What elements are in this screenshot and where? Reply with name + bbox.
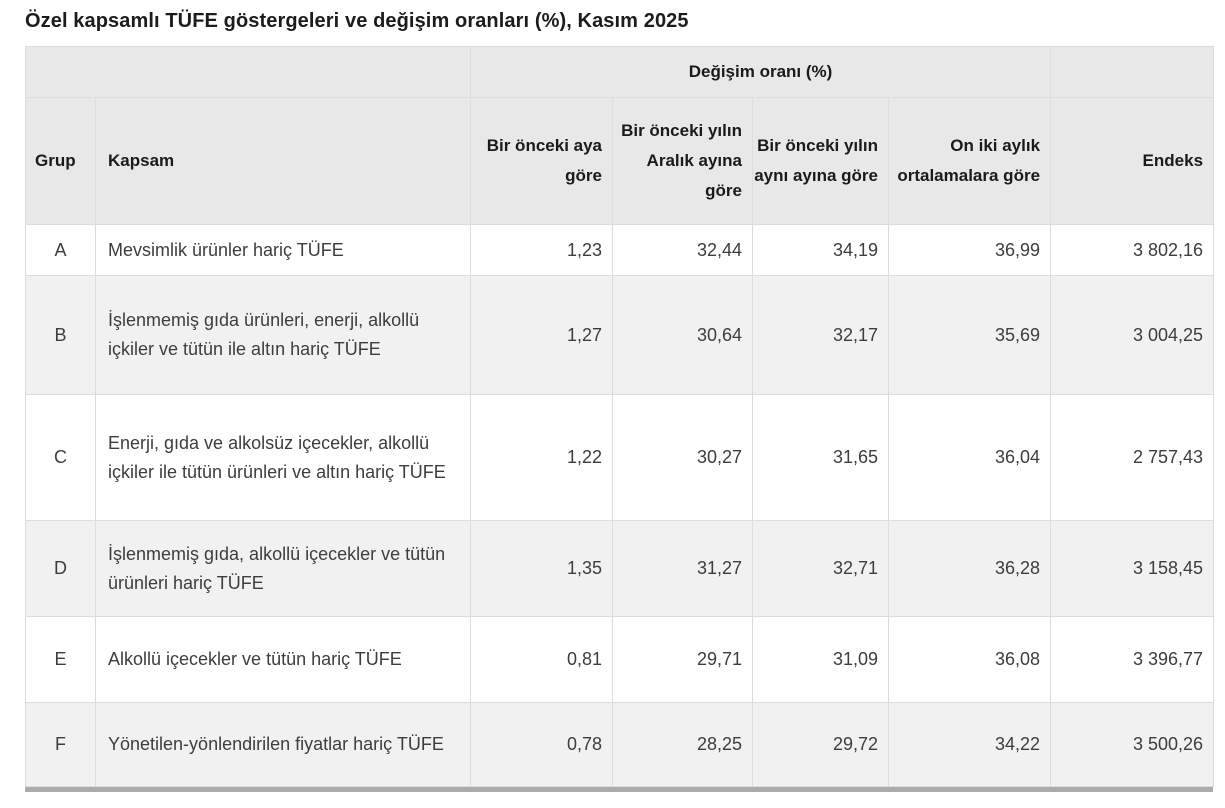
monthly-cell: 0,81 (470, 616, 613, 703)
twelve-month-avg-cell: 34,22 (887, 702, 1052, 787)
monthly-cell: 1,35 (470, 520, 613, 617)
cutoff-next-row-strip (25, 787, 1213, 792)
endeks-cell: 3 500,26 (1050, 702, 1215, 787)
page-title: Özel kapsamlı TÜFE göstergeleri ve değiş… (25, 10, 689, 32)
since-december-cell: 29,71 (612, 616, 753, 703)
empty-header-cell-left (25, 46, 471, 98)
table-row-e: E Alkollü içecekler ve tütün hariç TÜFE … (25, 616, 1215, 703)
year-over-year-cell: 31,65 (752, 394, 889, 521)
table-row-c: C Enerji, gıda ve alkolsüz içecekler, al… (25, 394, 1215, 521)
kapsam-cell: Enerji, gıda ve alkolsüz içecekler, alko… (95, 394, 471, 521)
empty-header-cell-right (1050, 46, 1215, 98)
col-header-since-december: Bir önceki yılın Aralık ayına göre (612, 97, 753, 225)
twelve-month-avg-cell: 36,28 (887, 520, 1052, 617)
endeks-cell: 3 396,77 (1050, 616, 1215, 703)
twelve-month-avg-cell: 35,69 (887, 275, 1052, 395)
column-header-row: Grup Kapsam Bir önceki aya göre Bir önce… (25, 97, 1215, 225)
change-rate-group-header: Değişim oranı (%) (469, 46, 1052, 98)
col-header-endeks: Endeks (1050, 97, 1215, 225)
table-row-f: F Yönetilen-yönlendirilen fiyatlar hariç… (25, 702, 1215, 787)
table-row-b: B İşlenmemiş gıda ürünleri, enerji, alko… (25, 275, 1215, 395)
col-header-kapsam: Kapsam (95, 97, 471, 225)
twelve-month-avg-cell: 36,04 (887, 394, 1052, 521)
grup-cell: D (25, 520, 96, 617)
year-over-year-cell: 32,17 (752, 275, 889, 395)
kapsam-cell: Yönetilen-yönlendirilen fiyatlar hariç T… (95, 702, 471, 787)
monthly-cell: 0,78 (470, 702, 613, 787)
year-over-year-cell: 31,09 (752, 616, 889, 703)
col-header-year-over-year: Bir önceki yılın aynı ayına göre (752, 97, 889, 225)
group-header-row: Değişim oranı (%) (25, 46, 1215, 98)
col-header-monthly: Bir önceki aya göre (470, 97, 613, 225)
grup-cell: C (25, 394, 96, 521)
table-body: A Mevsimlik ürünler hariç TÜFE 1,23 32,4… (25, 224, 1215, 787)
col-header-grup: Grup (25, 97, 96, 225)
grup-cell: B (25, 275, 96, 395)
year-over-year-cell: 29,72 (752, 702, 889, 787)
kapsam-cell: İşlenmemiş gıda, alkollü içecekler ve tü… (95, 520, 471, 617)
monthly-cell: 1,23 (470, 224, 613, 276)
grup-cell: A (25, 224, 96, 276)
grup-cell: E (25, 616, 96, 703)
year-over-year-cell: 34,19 (752, 224, 889, 276)
monthly-cell: 1,27 (470, 275, 613, 395)
kapsam-cell: İşlenmemiş gıda ürünleri, enerji, alkoll… (95, 275, 471, 395)
endeks-cell: 3 158,45 (1050, 520, 1215, 617)
grup-cell: F (25, 702, 96, 787)
since-december-cell: 30,64 (612, 275, 753, 395)
tufe-indicators-table: Değişim oranı (%) Grup Kapsam Bir önceki… (25, 46, 1215, 787)
table-row-d: D İşlenmemiş gıda, alkollü içecekler ve … (25, 520, 1215, 617)
endeks-cell: 2 757,43 (1050, 394, 1215, 521)
table-row-a: A Mevsimlik ürünler hariç TÜFE 1,23 32,4… (25, 224, 1215, 276)
endeks-cell: 3 004,25 (1050, 275, 1215, 395)
endeks-cell: 3 802,16 (1050, 224, 1215, 276)
kapsam-cell: Alkollü içecekler ve tütün hariç TÜFE (95, 616, 471, 703)
monthly-cell: 1,22 (470, 394, 613, 521)
table-header: Değişim oranı (%) Grup Kapsam Bir önceki… (25, 46, 1215, 225)
since-december-cell: 32,44 (612, 224, 753, 276)
year-over-year-cell: 32,71 (752, 520, 889, 617)
since-december-cell: 30,27 (612, 394, 753, 521)
twelve-month-avg-cell: 36,99 (887, 224, 1052, 276)
kapsam-cell: Mevsimlik ürünler hariç TÜFE (95, 224, 471, 276)
since-december-cell: 31,27 (612, 520, 753, 617)
page: Özel kapsamlı TÜFE göstergeleri ve değiş… (25, 10, 1215, 787)
twelve-month-avg-cell: 36,08 (887, 616, 1052, 703)
since-december-cell: 28,25 (612, 702, 753, 787)
col-header-twelve-month-avg: On iki aylık ortalamalara göre (887, 97, 1052, 225)
